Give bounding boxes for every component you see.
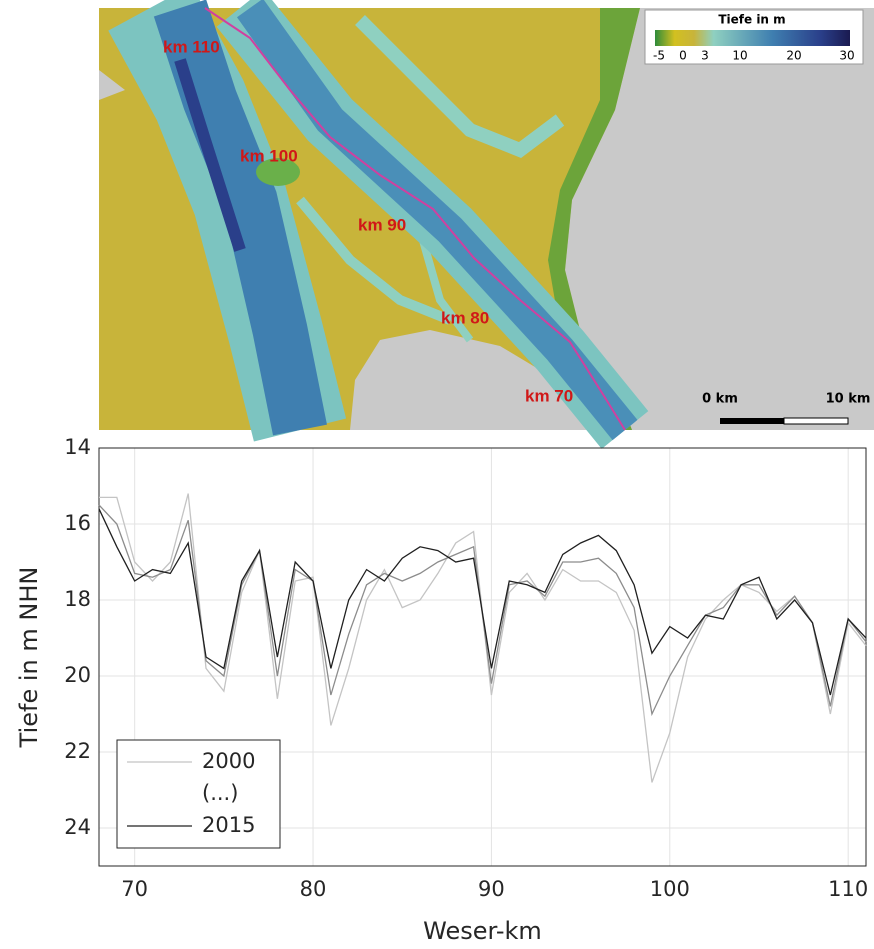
channel-deep — [174, 58, 246, 252]
colorbar-tick-label: 10 — [732, 49, 747, 63]
plot-frame — [98, 447, 867, 867]
tidal-creek — [416, 228, 474, 343]
series-line — [99, 493, 867, 783]
legend-label: 2015 — [202, 813, 255, 837]
scale-label: 10 km — [826, 392, 871, 407]
km-label: km 80 — [441, 308, 489, 327]
scale-black — [720, 418, 784, 424]
km-label: km 90 — [358, 215, 406, 234]
x-axis-label: Weser-km — [423, 917, 542, 945]
colorbar-tick-label: 20 — [786, 49, 801, 63]
km-label: km 70 — [525, 386, 573, 405]
series-line — [98, 508, 867, 696]
map: km 110 km 100 km 90 km 80 km 70 Tiefe in… — [99, 0, 874, 449]
y-tick-label: 16 — [64, 511, 91, 535]
scale-bar: 0 km 10 km — [702, 392, 870, 425]
colorbar-tick-label: 30 — [839, 49, 854, 63]
channel — [153, 0, 327, 436]
scale-label: 0 km — [702, 392, 738, 407]
y-tick-label: 18 — [64, 587, 91, 611]
scale-white — [783, 417, 849, 425]
colorbar-tick-label: 3 — [701, 49, 709, 63]
km-label: km 100 — [240, 146, 298, 165]
fairway — [204, 7, 626, 431]
x-tick-label: 80 — [300, 877, 327, 901]
colorbar — [655, 30, 850, 46]
legend-label: 2000 — [202, 749, 255, 773]
x-tick-label: 100 — [650, 877, 690, 901]
colorbar-ticks: -5 0 3 10 20 30 — [653, 49, 855, 63]
legend-label: (...) — [202, 781, 238, 805]
km-label: km 110 — [163, 37, 220, 56]
tidal-creek — [355, 15, 565, 158]
colorbar-tick-label: 0 — [679, 49, 687, 63]
map-legend: Tiefe in m -5 0 3 10 20 30 — [644, 9, 864, 65]
y-tick-label: 24 — [64, 815, 91, 839]
x-tick-label: 70 — [121, 877, 148, 901]
chart: 14 16 18 20 22 24 70 80 90 100 110 Weser-km Tiefe in… — [15, 435, 868, 945]
x-tick-label: 90 — [478, 877, 505, 901]
x-tick-label: 110 — [828, 877, 868, 901]
colorbar-tick-label: -5 — [653, 49, 665, 63]
legend-box — [116, 739, 281, 849]
island — [256, 158, 300, 186]
legend-title: Tiefe in m — [718, 13, 785, 27]
y-tick-label: 20 — [64, 663, 91, 687]
tidal-creek — [296, 196, 452, 325]
y-axis-label: Tiefe in m NHN — [15, 567, 43, 749]
y-tick-label: 14 — [64, 435, 91, 459]
y-tick-label: 22 — [64, 739, 91, 763]
